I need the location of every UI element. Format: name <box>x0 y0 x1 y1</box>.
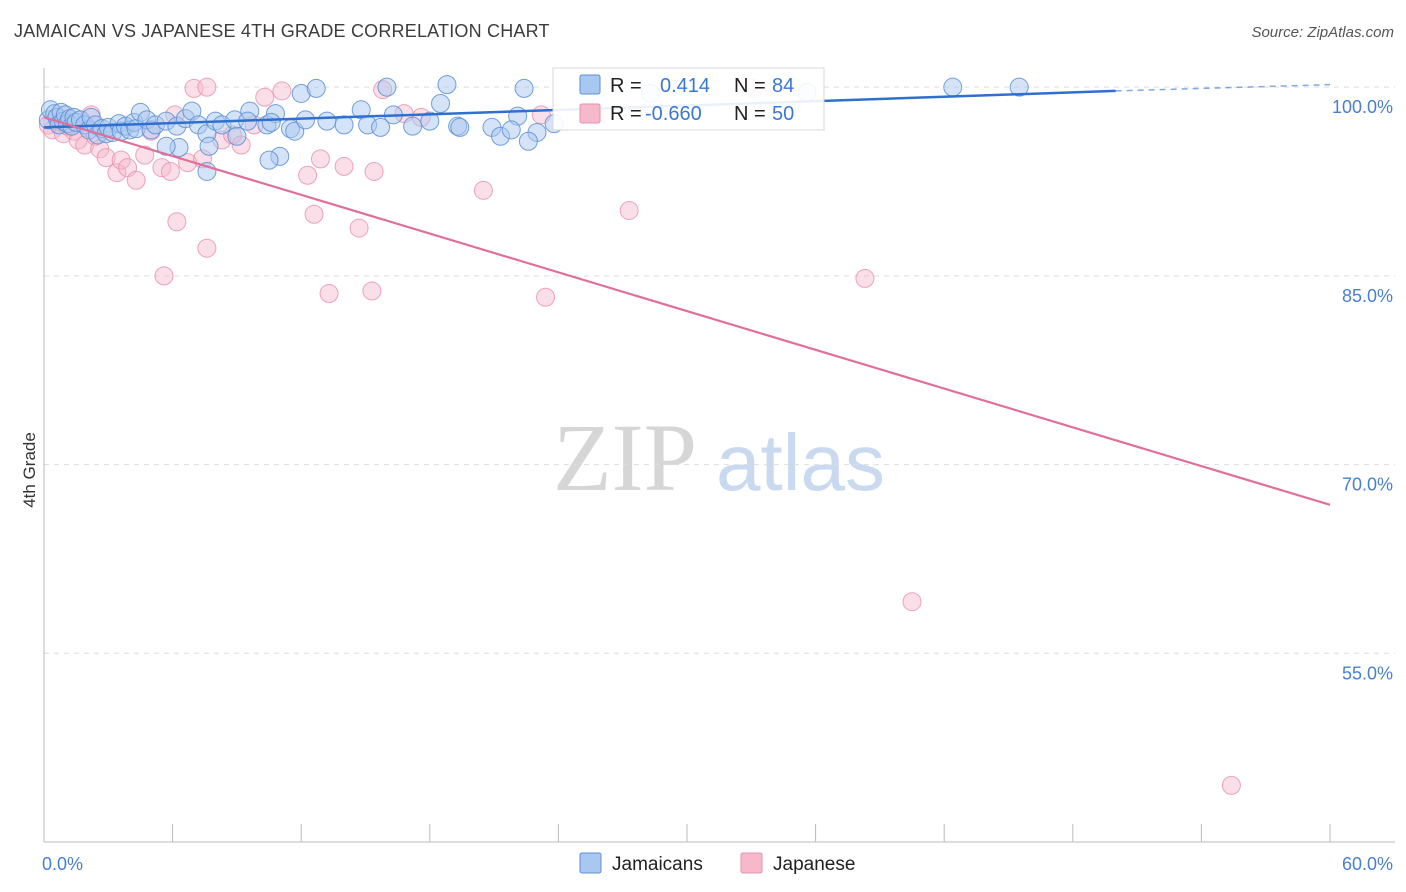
y-tick-label: 100.0% <box>1332 97 1393 117</box>
japanese-point <box>135 145 155 165</box>
watermark-zip: ZIP <box>553 404 697 511</box>
japanese-trendline <box>43 116 1331 506</box>
jamaican-point <box>514 78 534 98</box>
stats-legend: R = 0.414 N = 84 R = -0.660 N = 50 <box>552 67 825 131</box>
x-tick-label: 60.0% <box>1342 854 1393 874</box>
y-axis-title: 4th Grade <box>20 432 39 508</box>
stats-r-value-japanese: -0.660 <box>645 103 702 125</box>
jamaican-point <box>227 126 247 146</box>
gridlines <box>44 86 1395 654</box>
jamaican-point <box>377 77 397 97</box>
stats-r-value-jamaicans: 0.414 <box>660 75 710 97</box>
y-tick-labels: 100.0% 85.0% 70.0% 55.0% <box>1332 97 1393 683</box>
jamaican-point <box>518 131 538 151</box>
legend-label-jamaicans: Jamaicans <box>612 854 703 875</box>
source-label: Source: ZipAtlas.com <box>1251 24 1394 41</box>
japanese-point <box>107 163 127 183</box>
jamaican-point <box>199 136 219 156</box>
japanese-point <box>160 161 180 181</box>
jamaican-point <box>317 111 337 131</box>
stats-n-label-japanese: N = <box>734 103 766 125</box>
chart-title: JAMAICAN VS JAPANESE 4TH GRADE CORRELATI… <box>14 21 550 41</box>
japanese-point <box>298 165 318 185</box>
jamaican-point <box>943 77 963 97</box>
japanese-point <box>536 287 556 307</box>
legend-swatch-japanese <box>740 852 763 874</box>
stats-r-label-japanese: R = <box>610 103 642 125</box>
jamaican-point <box>420 111 440 131</box>
y-tick-label: 70.0% <box>1342 475 1393 495</box>
japanese-point <box>349 218 369 238</box>
japanese-point <box>310 149 330 169</box>
legend-label-japanese: Japanese <box>773 854 855 875</box>
legend-swatch-jamaicans <box>579 852 602 874</box>
japanese-point <box>96 148 116 168</box>
jamaican-point <box>334 115 354 135</box>
japanese-point <box>255 87 275 107</box>
y-tick-label: 85.0% <box>1342 286 1393 306</box>
jamaican-point <box>450 117 470 137</box>
x-tick-label: 0.0% <box>42 854 83 874</box>
stats-n-value-jamaicans: 84 <box>772 75 794 97</box>
series-legend: Jamaicans Japanese <box>579 852 855 875</box>
japanese-point <box>319 283 339 303</box>
stats-swatch-jamaicans <box>579 74 601 95</box>
japanese-point <box>364 161 384 181</box>
watermark-atlas: atlas <box>716 418 885 507</box>
japanese-point <box>111 150 131 170</box>
japanese-point <box>473 180 493 200</box>
x-tick-labels: 0.0% 60.0% <box>42 854 1393 874</box>
jamaican-point <box>306 78 326 98</box>
japanese-point <box>197 238 217 258</box>
stats-n-value-japanese: 50 <box>772 103 794 125</box>
jamaican-point <box>261 112 281 132</box>
japanese-point <box>154 266 174 286</box>
japanese-point <box>304 204 324 224</box>
japanese-point <box>855 268 875 288</box>
japanese-point <box>362 281 382 301</box>
jamaican-point <box>437 75 457 95</box>
jamaican-point <box>1009 77 1029 97</box>
jamaicans-trendline-extension <box>1115 83 1331 92</box>
japanese-point <box>126 170 146 190</box>
y-tick-label: 55.0% <box>1342 663 1393 683</box>
jamaican-point <box>259 150 279 170</box>
japanese-point <box>197 77 217 97</box>
axes <box>43 68 1395 843</box>
japanese-point <box>334 156 354 176</box>
jamaican-point <box>403 116 423 136</box>
stats-r-label-jamaicans: R = <box>610 75 642 97</box>
jamaican-point <box>431 94 451 114</box>
stats-swatch-japanese <box>579 103 601 124</box>
jamaican-point <box>371 117 391 137</box>
japanese-point <box>902 592 922 612</box>
stats-n-label-jamaicans: N = <box>734 75 766 97</box>
japanese-point <box>619 200 639 220</box>
jamaican-point <box>501 120 521 140</box>
japanese-point <box>167 212 187 232</box>
japanese-point <box>1221 775 1241 795</box>
japanese-point <box>272 81 292 101</box>
